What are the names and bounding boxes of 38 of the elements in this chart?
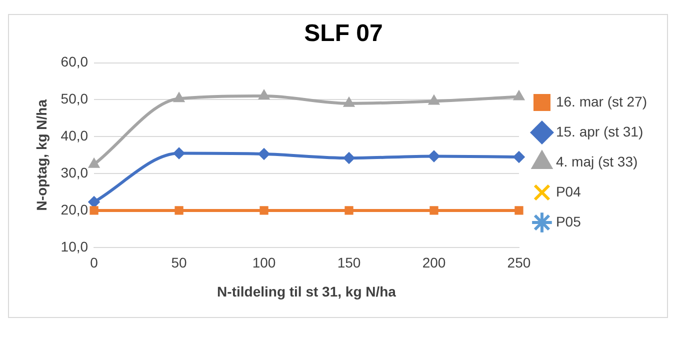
point <box>513 151 524 162</box>
y-tick-label: 40,0 <box>60 128 88 144</box>
y-tick-label: 10,0 <box>60 238 88 254</box>
y-axis-title: N-optag, kg N/ha <box>33 99 50 211</box>
point <box>174 93 184 102</box>
x-tick-label: 50 <box>171 254 188 271</box>
point <box>344 152 355 164</box>
point <box>344 206 354 215</box>
x-tick-label: 250 <box>507 254 531 271</box>
x-axis-title: N-tildeling til st 31, kg N/ha <box>217 283 396 300</box>
point <box>344 98 354 107</box>
legend-label: 16. mar (st 27) <box>556 93 648 110</box>
point <box>174 206 184 215</box>
point <box>258 148 270 160</box>
point <box>430 206 438 215</box>
legend-label: 15. apr (st 31) <box>556 123 644 140</box>
point <box>90 206 98 215</box>
x-tick-label: 200 <box>422 254 446 271</box>
legend-label: P04 <box>556 183 582 200</box>
point <box>514 206 524 215</box>
point <box>514 91 524 100</box>
point <box>174 148 185 159</box>
point <box>429 96 439 105</box>
y-tick-label: 60,0 <box>60 54 88 70</box>
y-tick-label: 20,0 <box>60 201 88 218</box>
point <box>89 158 100 168</box>
legend-label: P05 <box>556 213 582 230</box>
point <box>260 206 268 215</box>
x-tick-label: 100 <box>252 254 276 271</box>
chart-title: SLF 07 <box>304 20 383 48</box>
x-tick-label: 0 <box>90 254 98 271</box>
point <box>259 90 269 100</box>
y-tick-label: 30,0 <box>60 164 88 180</box>
point <box>88 196 100 208</box>
legend-label: 4. maj (st 33) <box>556 153 638 170</box>
x-tick-label: 150 <box>337 254 361 271</box>
point <box>428 150 440 162</box>
y-tick-label: 50,0 <box>60 90 88 107</box>
